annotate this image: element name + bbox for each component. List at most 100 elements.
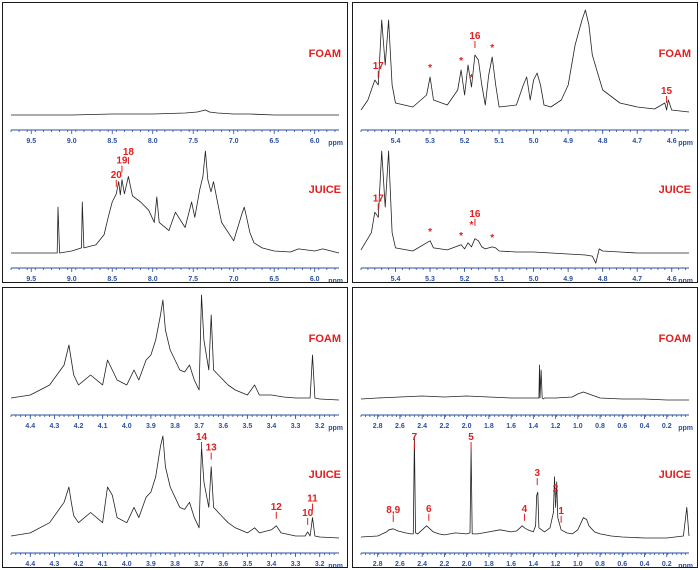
x-tick-label: 4.8: [598, 276, 608, 282]
x-tick-label: 1.0: [573, 561, 583, 567]
x-tick-label: 0.8: [595, 423, 605, 430]
sample-label-foam: FOAM: [309, 333, 341, 345]
peak-annotation: 1: [558, 506, 564, 517]
x-tick-label: 4.4: [25, 561, 35, 567]
spectrum-trace-juice: [11, 150, 340, 254]
x-tick-label: 3.5: [242, 561, 252, 567]
peak-annotation: *: [428, 63, 432, 74]
x-tick-label: 9.0: [67, 276, 77, 282]
peak-annotation: 16: [469, 31, 481, 42]
peak-annotation: *: [470, 73, 474, 84]
peak-annotation: 17: [373, 61, 385, 72]
x-tick-label: 4.2: [74, 561, 84, 567]
x-tick-label: 5.0: [529, 276, 539, 282]
x-tick-label: 6.5: [269, 276, 279, 282]
x-unit-label: ppm: [678, 425, 693, 432]
peak-annotation: 17: [373, 193, 385, 204]
x-tick-label: 3.2: [315, 561, 325, 567]
x-tick-label: 3.3: [291, 423, 301, 430]
x-tick-label: 0.2: [662, 423, 672, 430]
x-tick-label: 9.5: [26, 276, 36, 282]
spectrum-region-aliphatic: 2.8 2.6 2.4 2.2 2.0 1.8 1.6 1.4 1.2 1.0 0.8 0.6 0.4 0…: [352, 287, 698, 568]
peak-annotation: *: [470, 220, 474, 231]
x-tick-label: 4.9: [563, 276, 573, 282]
x-tick-label: 7.0: [229, 138, 239, 145]
peak-annotation: 19: [116, 156, 128, 167]
x-unit-label: ppm: [328, 140, 343, 147]
x-tick-label: 1.6: [506, 561, 516, 567]
x-tick-label: 5.1: [494, 276, 504, 282]
x-tick-label: 3.4: [267, 561, 277, 567]
x-unit-label: ppm: [328, 278, 343, 282]
spectrum-trace-juice: [360, 150, 689, 264]
x-tick-label: 4.9: [563, 138, 573, 145]
x-tick-label: 5.2: [460, 138, 470, 145]
x-tick-label: 4.1: [98, 423, 108, 430]
x-tick-label: 3.4: [267, 423, 277, 430]
x-tick-label: 4.8: [598, 138, 608, 145]
x-tick-label: 0.4: [640, 423, 650, 430]
x-unit-label: ppm: [678, 278, 693, 282]
x-tick-label: 2.8: [373, 423, 383, 430]
x-tick-label: 4.7: [632, 276, 642, 282]
x-tick-label: 3.9: [146, 561, 156, 567]
x-tick-label: 9.0: [67, 138, 77, 145]
sample-label-juice: JUICE: [659, 184, 691, 196]
x-tick-label: 0.6: [617, 561, 627, 567]
x-tick-label: 3.9: [146, 423, 156, 430]
peak-annotation: *: [459, 231, 463, 242]
x-tick-label: 4.1: [98, 561, 108, 567]
peak-annotation: 5: [468, 432, 474, 443]
x-tick-label: 5.4: [391, 276, 401, 282]
x-tick-label: 4.0: [122, 423, 132, 430]
x-tick-label: 3.3: [291, 561, 301, 567]
x-tick-label: 1.2: [551, 423, 561, 430]
x-tick-label: 2.4: [417, 423, 427, 430]
x-tick-label: 2.0: [462, 561, 472, 567]
x-tick-label: 2.8: [373, 561, 383, 567]
peak-annotation: 2: [553, 483, 559, 494]
x-tick-label: 0.2: [662, 561, 672, 567]
x-tick-label: 8.5: [107, 276, 117, 282]
sample-label-foam: FOAM: [659, 48, 691, 60]
x-tick-label: 4.0: [122, 561, 132, 567]
spectrum-region-sugar: 4.4 4.3 4.2 4.1 4.0 3.9 3.8 3.7 3.6 3.5 3.4 3.3 3.2 p…: [2, 287, 348, 568]
x-tick-label: 4.6: [667, 276, 677, 282]
peak-annotation: 13: [206, 443, 218, 454]
x-tick-label: 4.6: [667, 138, 677, 145]
x-tick-label: 7.5: [188, 138, 198, 145]
spectrum-trace-foam: [10, 294, 340, 401]
x-tick-label: 1.0: [573, 423, 583, 430]
x-tick-label: 7.0: [229, 276, 239, 282]
spectrum-region-anomeric: 5.4 5.3 5.2 5.1 5.0 4.9 4.8 4.7 4.6 ppm FOAM 17 * * * 1…: [352, 2, 698, 283]
x-tick-label: 3.2: [315, 423, 325, 430]
x-unit-label: ppm: [678, 140, 693, 147]
peak-annotation: 7: [412, 432, 418, 443]
sample-label-foam: FOAM: [309, 48, 341, 60]
peak-annotation: *: [490, 233, 494, 244]
x-tick-label: 1.8: [484, 561, 494, 567]
x-tick-label: 7.5: [188, 276, 198, 282]
x-unit-label: ppm: [328, 425, 343, 432]
x-tick-label: 3.6: [218, 561, 228, 567]
x-tick-label: 5.2: [460, 276, 470, 282]
spectrum-trace-juice: [360, 435, 690, 539]
peak-annotation: *: [459, 56, 463, 67]
spectrum-trace-foam: [360, 9, 690, 113]
x-tick-label: 4.2: [74, 423, 84, 430]
x-tick-label: 5.4: [391, 138, 401, 145]
x-tick-label: 3.5: [242, 423, 252, 430]
x-unit-label: ppm: [678, 563, 693, 567]
peak-annotation: 8,9: [386, 505, 400, 516]
spectrum-plot-aliphatic: 2.8 2.6 2.4 2.2 2.0 1.8 1.6 1.4 1.2 1.0 0.8 0.6 0.4 0…: [360, 333, 693, 567]
x-tick-label: 3.7: [194, 561, 204, 567]
x-tick-label: 2.2: [440, 423, 450, 430]
x-tick-label: 3.8: [170, 561, 180, 567]
x-tick-label: 8.5: [107, 138, 117, 145]
x-tick-label: 8.0: [148, 276, 158, 282]
spectrum-plot-sugar: 4.4 4.3 4.2 4.1 4.0 3.9 3.8 3.7 3.6 3.5 3.4 3.3 3.2 p…: [10, 294, 343, 567]
peak-annotation: 18: [123, 147, 135, 158]
x-unit-label: ppm: [328, 563, 343, 567]
spectrum-trace-foam: [11, 109, 339, 116]
peak-annotation: *: [490, 43, 494, 54]
